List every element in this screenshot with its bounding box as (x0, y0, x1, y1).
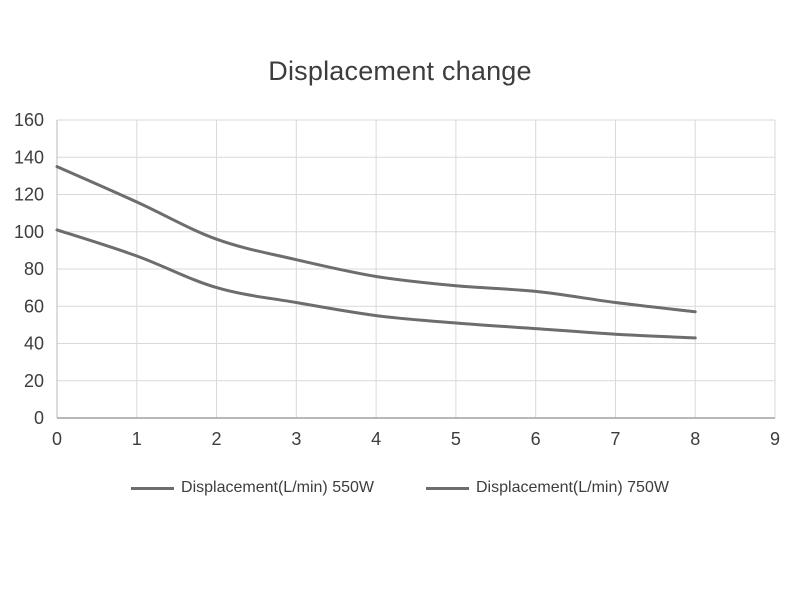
legend-line-750w-icon (426, 486, 469, 490)
legend: Displacement(L/min) 550W Displacement(L/… (0, 476, 800, 500)
x-axis-tick-label: 1 (132, 429, 142, 449)
series-line-750w (55, 165, 697, 314)
x-axis-tick-label: 9 (770, 429, 780, 449)
legend-label-750w: Displacement(L/min) 750W (476, 479, 669, 496)
legend-label-550w: Displacement(L/min) 550W (181, 479, 374, 496)
x-axis-tick-label: 7 (610, 429, 620, 449)
y-axis-tick-label: 80 (24, 259, 44, 279)
y-axis-tick-label: 100 (14, 222, 44, 242)
legend-line-550w-icon (131, 486, 175, 490)
y-axis-tick-label: 120 (14, 185, 44, 205)
y-axis-tick-label: 20 (24, 371, 44, 391)
chart-title: Displacement change (268, 56, 532, 86)
legend-item-550w: Displacement(L/min) 550W (131, 479, 374, 497)
y-axis-tick-label: 60 (24, 296, 44, 316)
x-axis-tick-label: 0 (52, 429, 62, 449)
x-axis-tick-label: 8 (690, 429, 700, 449)
y-axis-tick-label: 140 (14, 147, 44, 167)
x-axis-tick-label: 5 (451, 429, 461, 449)
y-axis-tick-label: 0 (34, 408, 44, 428)
x-axis-tick-label: 4 (371, 429, 381, 449)
y-axis-tick-label: 160 (14, 110, 44, 130)
x-axis-tick-label: 6 (531, 429, 541, 449)
x-axis-tick-label: 2 (212, 429, 222, 449)
y-axis-tick-label: 40 (24, 334, 44, 354)
legend-item-750w: Displacement(L/min) 750W (426, 479, 669, 497)
x-axis-tick-label: 3 (291, 429, 301, 449)
series-line-550w (55, 228, 697, 340)
